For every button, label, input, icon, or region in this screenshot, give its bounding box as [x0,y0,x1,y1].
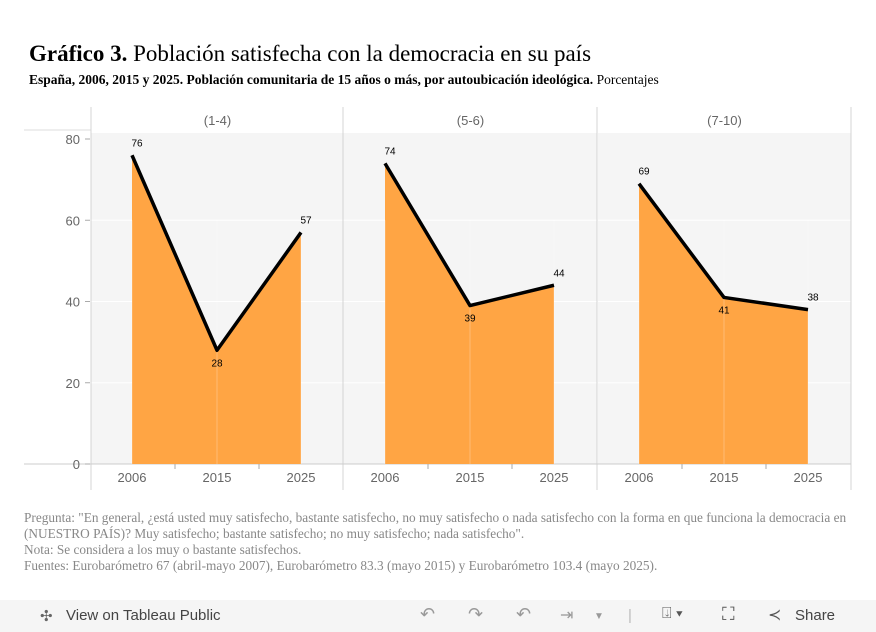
data-label: 39 [464,314,476,325]
share-icon[interactable]: ≺ [768,607,782,624]
redo-icon[interactable]: ↷ [468,604,484,624]
note-sources: Fuentes: Eurobarómetro 67 (abril-mayo 20… [24,558,658,573]
x-tick-label: 2006 [118,470,147,485]
chart-subtitle: España, 2006, 2015 y 2025. Población com… [29,72,659,88]
tableau-icon: ✣ [40,608,53,625]
y-tick-label: 80 [66,132,80,147]
series-line [130,154,303,352]
series-line [383,162,555,308]
x-tick-label: 2015 [203,470,232,485]
share-button[interactable]: Share [795,607,836,624]
x-tick-label: 2015 [710,470,739,485]
data-label: 74 [384,146,396,157]
panel-header: (7-10) [707,113,742,128]
toolbar: ✣ View on Tableau Public ↶ ↷ ↶ ⇥ ▼ | ⍗ ▾… [0,600,876,632]
divider: | [628,607,632,624]
notes: Pregunta: "En general, ¿está usted muy s… [24,510,854,574]
data-label: 57 [300,215,312,226]
data-label: 28 [211,358,223,369]
revert-icon[interactable]: ↶ [516,604,532,624]
data-label: 69 [638,167,650,178]
y-tick-label: 60 [66,213,80,228]
x-tick-label: 2025 [540,470,569,485]
data-label: 41 [718,305,730,316]
title-bold: Gráfico 3. [29,41,128,66]
fullscreen-icon[interactable]: ⛶ [722,604,735,624]
undo-icon[interactable]: ↶ [420,604,436,624]
x-tick-label: 2015 [456,470,485,485]
data-label: 44 [553,268,565,279]
panel-header: (1-4) [204,113,231,128]
download-icon[interactable]: ⍗ ▾ [662,605,683,622]
title-text: Población satisfecha con la democracia e… [133,41,592,66]
x-tick-label: 2006 [371,470,400,485]
data-label: 38 [807,293,819,304]
panel-header: (5-6) [457,113,484,128]
chevron-down-icon[interactable]: ▼ [594,611,604,622]
x-tick-label: 2006 [625,470,654,485]
y-tick-label: 20 [66,376,80,391]
chart: (1-4) (5-6) (7-10) 0 20 40 60 80 76 2006 28 2015 57 2… [24,107,852,490]
chart-title: Gráfico 3. Población satisfecha con la d… [29,41,591,67]
subtitle-bold: España, 2006, 2015 y 2025. Población com… [29,72,594,87]
data-label: 76 [131,138,143,149]
y-tick-label: 40 [66,295,80,310]
x-tick-label: 2025 [287,470,316,485]
note-nota: Nota: Se considera a los muy o bastante … [24,542,302,557]
area-fill [132,155,301,464]
x-tick-label: 2025 [794,470,823,485]
area-fill [385,163,554,464]
area-fill [639,183,808,464]
view-on-tableau-button[interactable]: View on Tableau Public [66,607,221,624]
refresh-icon[interactable]: ⇥ [560,607,574,624]
y-tick-label: 0 [73,457,80,472]
note-question: Pregunta: "En general, ¿está usted muy s… [24,510,847,541]
series-line [637,182,809,312]
subtitle-text: Porcentajes [596,72,659,87]
